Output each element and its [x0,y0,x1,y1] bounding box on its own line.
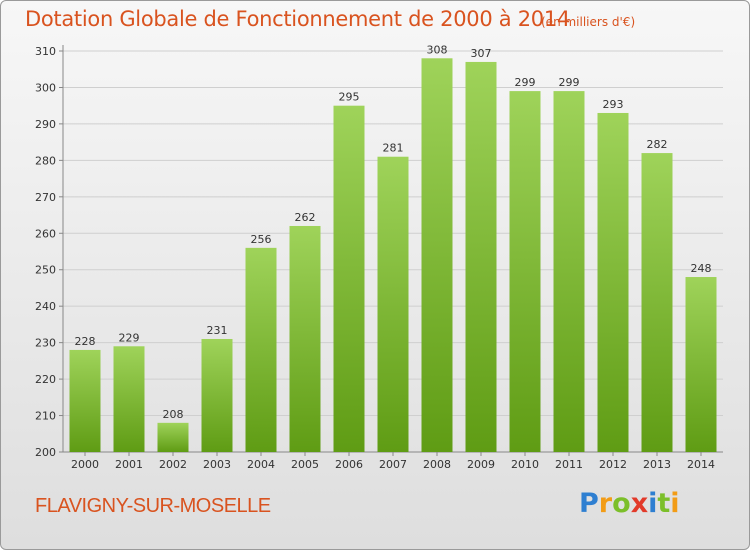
bar-2007 [377,156,409,452]
y-tick-label: 300 [35,81,56,94]
bar-2014 [685,277,717,452]
data-label-2004: 256 [251,233,272,246]
data-label-2000: 228 [75,335,96,348]
x-tick-label-2001: 2001 [115,458,143,471]
x-tick-label-2006: 2006 [335,458,363,471]
data-label-2006: 295 [339,91,360,104]
proxiti-logo[interactable]: Proxiti [579,488,680,519]
y-tick-label: 280 [35,154,56,167]
data-label-2007: 281 [383,142,404,155]
bar-2010 [509,91,541,452]
logo-letter: P [579,488,599,519]
logo-letter: r [598,488,613,519]
x-tick-label-2003: 2003 [203,458,231,471]
x-tick-label-2013: 2013 [643,458,671,471]
y-tick-label: 270 [35,191,56,204]
x-tick-label-2002: 2002 [159,458,187,471]
bar-2012 [597,112,629,453]
y-tick-label: 250 [35,264,56,277]
logo-letter: i [648,488,658,519]
data-label-2013: 282 [647,138,668,151]
data-label-2009: 307 [471,47,492,60]
data-labels: 228 229 208 231 256 262 295 281 308 307 299 299 293 2… [75,43,712,421]
y-tick-label: 310 [35,45,56,58]
commune-name: FLAVIGNY-SUR-MOSELLE [35,495,271,517]
x-tick-label-2008: 2008 [423,458,451,471]
logo-letter: i [670,488,680,519]
x-tick-label-2010: 2010 [511,458,539,471]
logo-letter: t [657,488,671,519]
bar-2000 [69,349,101,452]
y-tick-label: 200 [35,446,56,459]
data-label-2001: 229 [119,331,140,344]
x-tick-label-2000: 2000 [71,458,99,471]
y-tick-label: 260 [35,227,56,240]
bars [69,58,717,453]
chart-title: Dotation Globale de Fonctionnement de 20… [25,7,570,31]
data-label-2002: 208 [163,408,184,421]
bar-2011 [553,91,585,452]
y-tick-label: 210 [35,410,56,423]
y-tick-label: 230 [35,337,56,350]
y-tick-label: 240 [35,300,56,313]
x-tick-label-2009: 2009 [467,458,495,471]
bar-2009 [465,61,497,452]
data-label-2008: 308 [427,43,448,56]
logo-letter: o [612,488,631,519]
data-label-2012: 293 [603,98,624,111]
tick-labels: 200 210 220 230 240 250 260 270 280 290 300 310 2000… [35,45,715,471]
bar-2005 [289,225,321,452]
bar-2013 [641,153,673,452]
bar-2002 [157,422,189,452]
x-tick-label-2004: 2004 [247,458,275,471]
x-tick-label-2005: 2005 [291,458,319,471]
bar-2003 [201,338,233,452]
bar-2004 [245,247,277,452]
logo-letter: x [630,488,649,519]
x-tick-label-2011: 2011 [555,458,583,471]
bar-2001 [113,346,145,452]
x-tick-label-2012: 2012 [599,458,627,471]
unit-note: (en milliers d'€) [541,15,636,29]
data-label-2011: 299 [559,76,580,89]
y-tick-label: 290 [35,118,56,131]
bar-2008 [421,58,453,453]
y-tick-label: 220 [35,373,56,386]
data-label-2014: 248 [691,262,712,275]
data-label-2005: 262 [295,211,316,224]
data-label-2003: 231 [207,324,228,337]
x-tick-label-2014: 2014 [687,458,715,471]
bar-2006 [333,105,365,452]
x-tick-label-2007: 2007 [379,458,407,471]
data-label-2010: 299 [515,76,536,89]
